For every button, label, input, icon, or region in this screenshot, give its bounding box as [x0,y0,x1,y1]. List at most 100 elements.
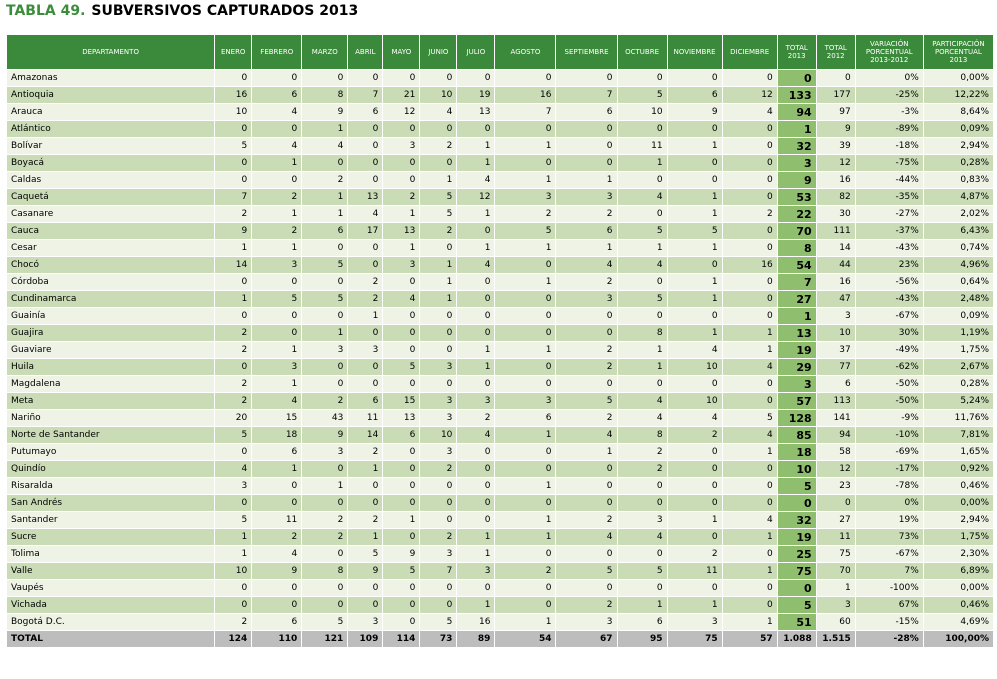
cell: 0 [251,69,303,87]
cell: 1 [251,341,303,359]
cell: 58 [815,443,856,461]
cell: 0 [419,511,458,529]
cell: 3 [494,188,557,206]
cell: 16 [815,171,856,189]
cell: 9 [301,103,349,121]
cell: 2 [419,528,458,546]
cell: 0 [301,69,349,87]
cell: 0 [721,392,778,410]
cell: 4 [616,256,668,274]
cell: 3 [382,137,421,155]
cell: 0 [721,154,778,172]
cell: 0 [456,222,496,240]
cell: 4 [616,409,668,427]
cell: 0 [721,137,778,155]
cell: 9 [214,222,253,240]
cell: 30% [854,324,924,342]
cell: 0 [616,273,668,291]
cell: 8 [776,239,817,257]
cell: 4 [616,528,668,546]
cell: 0,00% [922,579,995,597]
total-cell: 67 [555,630,618,648]
cell: 5 [214,511,253,529]
cell: 4 [456,426,496,444]
cell: 4 [555,426,618,444]
cell: 0 [555,579,618,597]
cell: 1 [721,562,778,580]
cell: 2 [666,426,723,444]
cell: 4 [382,290,421,308]
cell: -89% [854,120,924,138]
cell: 43 [301,409,349,427]
total-cell: 114 [382,630,421,648]
cell: 32 [776,511,817,529]
cell: 0,09% [922,307,995,325]
table-row: Amazonas 0 0 0 0 0 0 0 0 0 0 0 0 0 0 0% 0,00% [5,69,995,87]
cell: 4 [721,511,778,529]
cell: 2,48% [922,290,995,308]
cell: 0 [494,307,557,325]
cell: 0 [666,120,723,138]
cell: 7 [555,86,618,104]
cell: Norte de Santander [5,426,216,444]
cell: 0 [382,307,421,325]
cell: 1 [419,290,458,308]
cell: 0 [419,324,458,342]
cell: 0 [456,69,496,87]
cell: 3 [815,307,856,325]
cell: 2 [555,273,618,291]
cell: 0 [616,579,668,597]
cell: 0,00% [922,69,995,87]
cell: 4 [251,545,303,563]
table-row: Guajira 2 0 1 0 0 0 0 0 0 8 1 1 13 10 30% 1,19% [5,324,995,342]
cell: 1 [456,205,496,223]
cell: 39 [815,137,856,155]
cell: 177 [815,86,856,104]
cell: 0 [555,324,618,342]
cell: Risaralda [5,477,216,495]
cell: 0 [301,154,349,172]
table-row: Chocó 14 3 5 0 3 1 4 0 4 4 0 16 54 44 23% 4,96% [5,256,995,274]
cell: 9 [382,545,421,563]
cell: 2 [214,613,253,631]
cell: 12 [456,188,496,206]
column-header: PARTICIPACIÓN PORCENTUAL 2013 [922,34,995,70]
cell: 4,69% [922,613,995,631]
cell: 8 [301,86,349,104]
cell: 2 [301,392,349,410]
cell: 6 [347,103,384,121]
cell: 0 [419,120,458,138]
cell: 7 [494,103,557,121]
cell: 2 [616,460,668,478]
cell: 1 [382,511,421,529]
cell: 16 [456,613,496,631]
cell: 0 [301,358,349,376]
cell: 1 [494,426,557,444]
cell: 0 [214,307,253,325]
cell: 0 [494,256,557,274]
cell: 94 [776,103,817,121]
cell: 4 [251,103,303,121]
cell: 1 [419,273,458,291]
table-row: Risaralda 3 0 1 0 0 0 0 1 0 0 0 0 5 23 -78% 0,46% [5,477,995,495]
cell: 0 [301,494,349,512]
cell: 4 [347,205,384,223]
total-cell: 95 [616,630,668,648]
cell: 3 [776,154,817,172]
cell: 1 [815,579,856,597]
cell: 0 [666,460,723,478]
column-header: ABRIL [347,34,384,70]
cell: 0 [456,494,496,512]
cell: 1 [666,205,723,223]
cell: 0 [382,324,421,342]
cell: -56% [854,273,924,291]
cell: 0 [555,545,618,563]
cell: 4 [555,528,618,546]
cell: 0 [721,477,778,495]
cell: 0 [456,579,496,597]
cell: 23 [815,477,856,495]
cell: 0 [214,596,253,614]
cell: Casanare [5,205,216,223]
column-header: MARZO [301,34,349,70]
cell: 3 [251,358,303,376]
